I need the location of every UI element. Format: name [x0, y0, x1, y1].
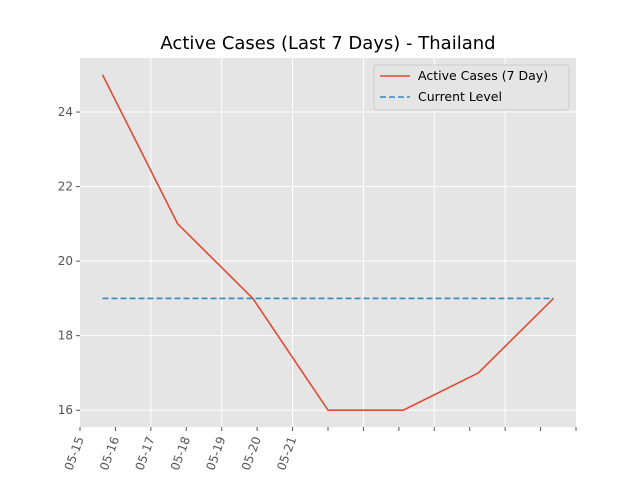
x-tick-label: 05-20	[239, 435, 264, 473]
grid	[80, 58, 576, 427]
series-group	[101, 74, 555, 412]
y-tick-label: 22	[58, 180, 73, 194]
y-tick-label: 20	[58, 254, 73, 268]
x-tick-label: 05-17	[133, 435, 158, 473]
x-tick-label: 05-15	[62, 435, 87, 473]
legend-label-current-level: Current Level	[418, 89, 502, 104]
x-tick-label: 05-16	[97, 435, 122, 473]
y-tick-label: 24	[58, 105, 73, 119]
plot-area	[80, 58, 576, 427]
x-tick-label: 05-18	[168, 435, 193, 473]
y-tick-label: 18	[58, 329, 73, 343]
y-tick-label: 16	[58, 403, 73, 417]
x-tick-label: 05-19	[203, 435, 228, 473]
legend-label-active-cases: Active Cases (7 Day)	[418, 68, 548, 83]
legend: Active Cases (7 Day) Current Level	[373, 64, 570, 111]
x-tick-label: 05-21	[274, 435, 299, 473]
legend-box	[373, 64, 570, 111]
chart-title: Active Cases (Last 7 Days) - Thailand	[160, 33, 495, 54]
series-line-active-cases	[101, 74, 555, 412]
